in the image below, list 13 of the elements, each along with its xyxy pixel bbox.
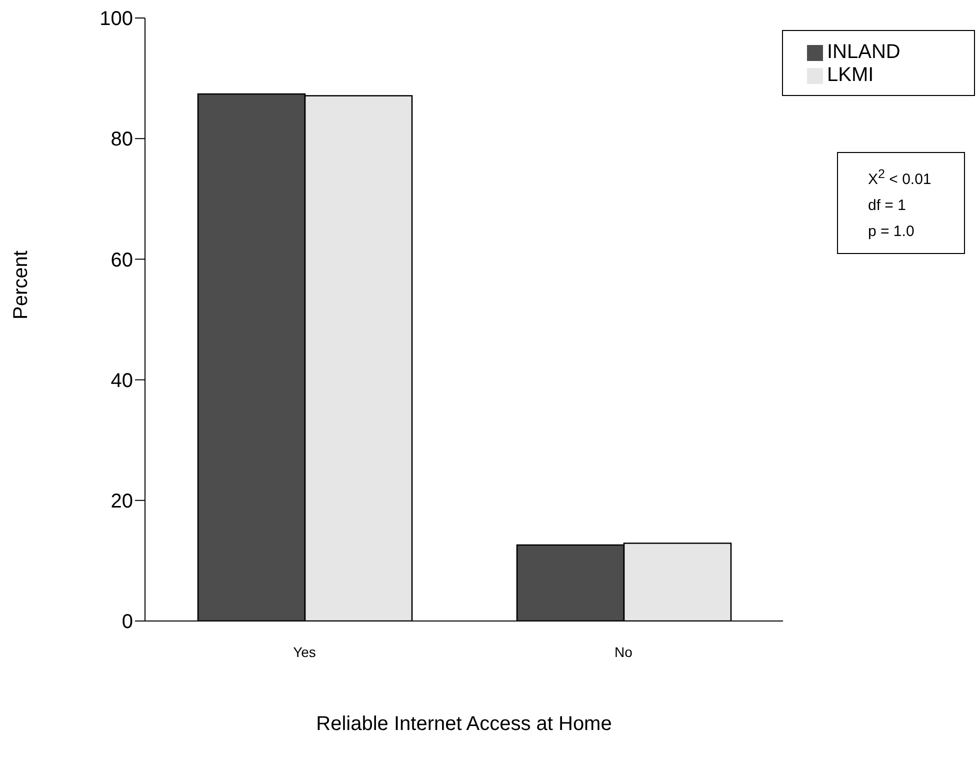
x-tick-label: Yes	[293, 644, 316, 660]
y-tick-label: 100	[100, 8, 133, 30]
y-tick-label: 40	[110, 370, 133, 392]
y-tick-label: 60	[110, 249, 133, 272]
y-tick-label: 20	[110, 490, 133, 512]
x-axis-title: Reliable Internet Access at Home	[316, 713, 612, 735]
legend-label: INLAND	[827, 41, 900, 63]
legend-label: LKMI	[827, 64, 874, 86]
y-tick-label: 0	[122, 611, 133, 634]
y-tick-label: 80	[110, 128, 133, 151]
statistics-box: X$^{2}$ < 0.01 df = 1 p = 1.0	[837, 152, 965, 254]
y-axis-title: Percent	[10, 250, 32, 320]
x-tick-label: No	[614, 644, 633, 660]
